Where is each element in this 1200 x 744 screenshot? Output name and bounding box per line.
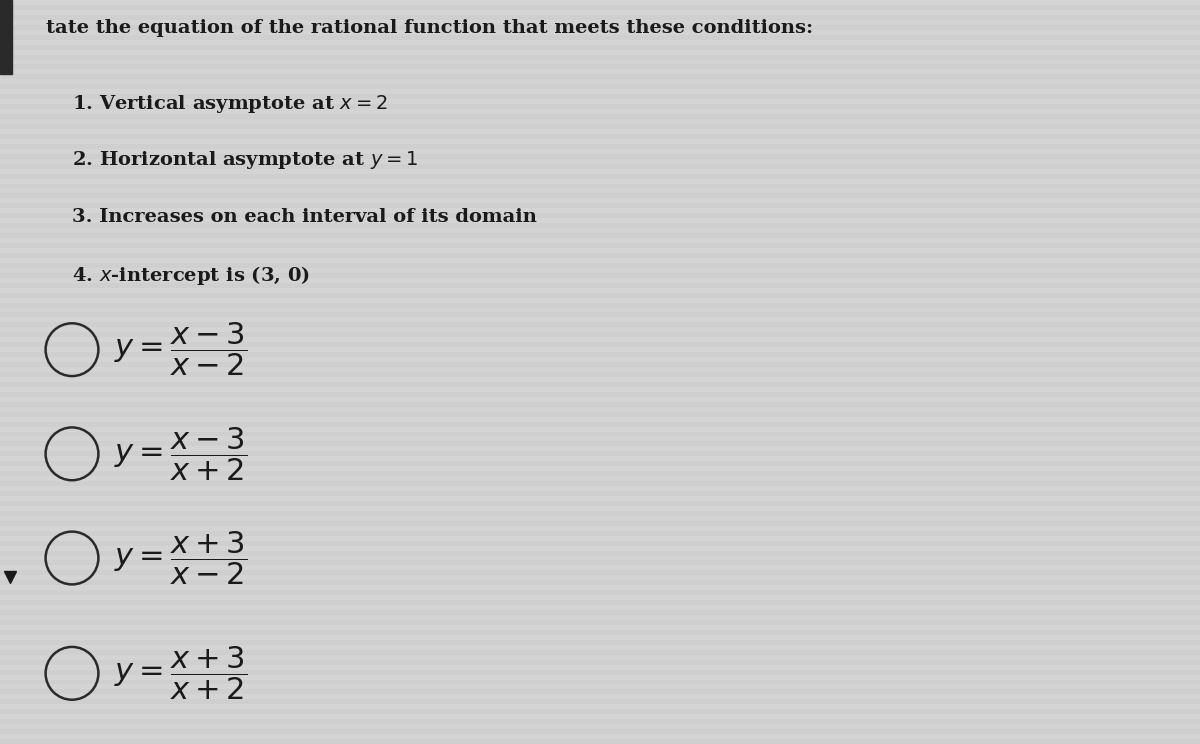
Bar: [0, 620, 1200, 625]
Bar: [0, 25, 1200, 30]
Bar: [0, 243, 1200, 248]
Bar: [0, 283, 1200, 288]
Bar: [0, 333, 1200, 337]
Bar: [0, 481, 1200, 486]
Bar: [0, 670, 1200, 675]
Bar: [0, 45, 1200, 50]
Bar: [0, 600, 1200, 605]
Bar: [0, 660, 1200, 664]
Bar: [0, 35, 1200, 39]
Bar: [0, 124, 1200, 129]
Bar: [0, 432, 1200, 437]
Bar: [0, 214, 1200, 218]
Bar: [0, 54, 1200, 60]
Bar: [0, 491, 1200, 496]
Text: 2. Horizontal asymptote at $y = 1$: 2. Horizontal asymptote at $y = 1$: [72, 149, 419, 171]
Bar: [0, 392, 1200, 397]
Bar: [0, 729, 1200, 734]
Bar: [0, 640, 1200, 645]
Bar: [0, 84, 1200, 89]
Bar: [0, 173, 1200, 179]
Bar: [0, 0, 12, 74]
Text: $y = \dfrac{x-3}{x+2}$: $y = \dfrac{x-3}{x+2}$: [114, 425, 247, 483]
Text: 4. $x$-intercept is (3, 0): 4. $x$-intercept is (3, 0): [72, 264, 310, 287]
Bar: [0, 292, 1200, 298]
Bar: [0, 74, 1200, 80]
Bar: [0, 699, 1200, 705]
Bar: [0, 184, 1200, 188]
Text: $y = \dfrac{x+3}{x-2}$: $y = \dfrac{x+3}{x-2}$: [114, 529, 247, 587]
Bar: [0, 193, 1200, 199]
Text: tate the equation of the rational function that meets these conditions:: tate the equation of the rational functi…: [46, 19, 812, 36]
Bar: [0, 342, 1200, 347]
Bar: [0, 530, 1200, 536]
Bar: [0, 164, 1200, 169]
Bar: [0, 263, 1200, 268]
Bar: [0, 134, 1200, 139]
Bar: [0, 15, 1200, 20]
Bar: [0, 322, 1200, 327]
Bar: [0, 144, 1200, 149]
Bar: [0, 551, 1200, 556]
Bar: [0, 590, 1200, 595]
Bar: [0, 94, 1200, 99]
Bar: [0, 233, 1200, 238]
Bar: [0, 303, 1200, 307]
Bar: [0, 441, 1200, 446]
Bar: [0, 273, 1200, 278]
Bar: [0, 223, 1200, 228]
Bar: [0, 452, 1200, 456]
Bar: [0, 471, 1200, 476]
Bar: [0, 541, 1200, 545]
Bar: [0, 511, 1200, 516]
Bar: [0, 104, 1200, 109]
Bar: [0, 560, 1200, 565]
Bar: [0, 571, 1200, 575]
Bar: [0, 610, 1200, 615]
Bar: [0, 372, 1200, 377]
Bar: [0, 362, 1200, 367]
Text: 1. Vertical asymptote at $x = 2$: 1. Vertical asymptote at $x = 2$: [72, 93, 388, 115]
Bar: [0, 650, 1200, 655]
Bar: [0, 709, 1200, 714]
Text: $y = \dfrac{x+3}{x+2}$: $y = \dfrac{x+3}{x+2}$: [114, 644, 247, 702]
Bar: [0, 5, 1200, 10]
Bar: [0, 630, 1200, 635]
Bar: [0, 679, 1200, 684]
Bar: [0, 382, 1200, 387]
Bar: [0, 739, 1200, 744]
Bar: [0, 154, 1200, 158]
Bar: [0, 411, 1200, 417]
Bar: [0, 422, 1200, 426]
Bar: [0, 690, 1200, 694]
Bar: [0, 521, 1200, 526]
Text: $y = \dfrac{x-3}{x-2}$: $y = \dfrac{x-3}{x-2}$: [114, 321, 247, 379]
Bar: [0, 580, 1200, 586]
Bar: [0, 402, 1200, 407]
Bar: [0, 312, 1200, 318]
Bar: [0, 114, 1200, 119]
Bar: [0, 501, 1200, 506]
Text: 3. Increases on each interval of its domain: 3. Increases on each interval of its dom…: [72, 208, 536, 226]
Bar: [0, 352, 1200, 357]
Bar: [0, 253, 1200, 258]
Bar: [0, 65, 1200, 69]
Bar: [0, 719, 1200, 724]
Bar: [0, 203, 1200, 208]
Bar: [0, 461, 1200, 466]
